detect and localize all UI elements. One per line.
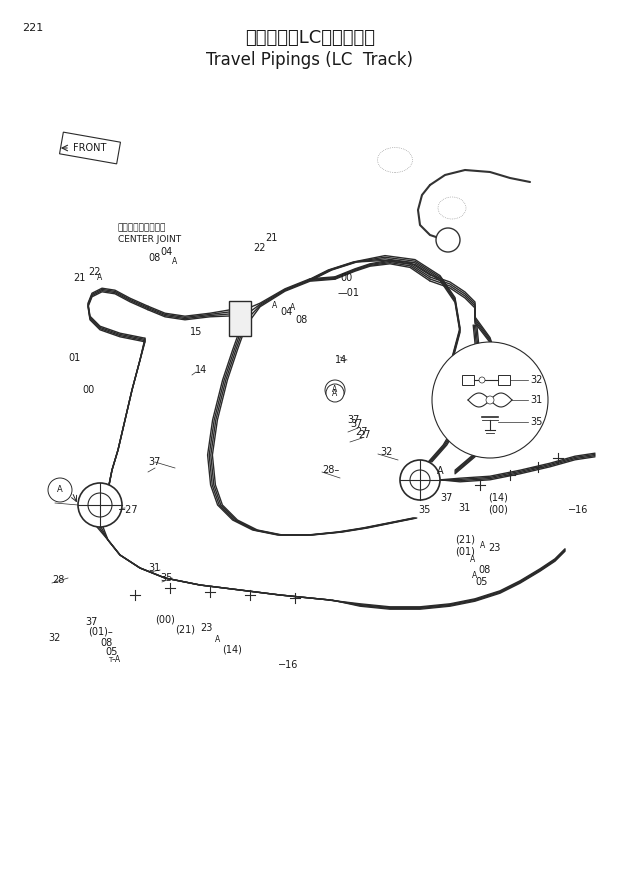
Text: 28: 28 (52, 575, 64, 585)
Text: 22: 22 (253, 243, 265, 253)
Text: Travel Pipings (LC  Track): Travel Pipings (LC Track) (206, 51, 414, 69)
Text: 37: 37 (347, 415, 360, 425)
Text: 23: 23 (200, 623, 213, 633)
Text: –A: –A (112, 656, 121, 664)
Text: 32: 32 (380, 447, 392, 457)
Text: A: A (215, 636, 220, 644)
Circle shape (325, 380, 345, 400)
Text: 21: 21 (265, 233, 277, 243)
Text: 37: 37 (85, 617, 97, 627)
Text: A: A (480, 540, 485, 549)
Text: 21: 21 (73, 273, 86, 283)
Circle shape (326, 384, 344, 402)
Text: 08: 08 (295, 315, 308, 325)
Text: A: A (437, 466, 444, 476)
Text: 08: 08 (478, 565, 490, 575)
Text: 08: 08 (148, 253, 160, 263)
Text: A: A (472, 570, 477, 580)
Text: 37: 37 (350, 419, 362, 429)
Text: 00: 00 (82, 385, 94, 395)
Text: A: A (290, 304, 295, 313)
Text: (14): (14) (488, 493, 508, 503)
Text: センタージョイント: センタージョイント (118, 223, 166, 232)
Text: 37: 37 (148, 457, 161, 467)
Text: A: A (272, 300, 277, 310)
Text: (00): (00) (488, 505, 508, 515)
Text: (01)–: (01)– (88, 627, 113, 637)
Text: FRONT: FRONT (73, 143, 107, 153)
Circle shape (410, 470, 430, 490)
Text: 27: 27 (355, 427, 368, 437)
Text: (21): (21) (175, 625, 195, 635)
Text: 31: 31 (530, 395, 542, 405)
Text: 23: 23 (488, 543, 500, 553)
Text: −27: −27 (118, 505, 139, 515)
Text: 05: 05 (105, 647, 117, 657)
Circle shape (48, 478, 72, 502)
Text: 35: 35 (160, 573, 172, 583)
Text: CENTER JOINT: CENTER JOINT (118, 236, 181, 244)
Text: 05: 05 (475, 577, 487, 587)
Text: −16: −16 (568, 505, 588, 515)
Text: 27: 27 (358, 430, 371, 440)
Text: A: A (97, 273, 102, 283)
Circle shape (88, 493, 112, 517)
Bar (498, 375, 510, 385)
Text: 04: 04 (280, 307, 292, 317)
Text: 221: 221 (22, 23, 43, 33)
Text: 15: 15 (190, 327, 202, 337)
Text: 14: 14 (335, 355, 347, 365)
Bar (462, 375, 474, 385)
Text: 走行配管（LCトラック）: 走行配管（LCトラック） (245, 29, 375, 47)
Text: (00): (00) (155, 615, 175, 625)
Text: 32: 32 (48, 633, 60, 643)
Circle shape (479, 377, 485, 383)
Text: −16: −16 (278, 660, 298, 670)
Text: 35: 35 (530, 417, 542, 427)
FancyBboxPatch shape (60, 132, 120, 164)
Text: (01): (01) (455, 547, 475, 557)
Circle shape (78, 483, 122, 527)
Text: T: T (108, 657, 112, 663)
Text: A: A (470, 555, 476, 565)
Text: 08: 08 (100, 638, 112, 648)
Text: 01: 01 (68, 353, 80, 363)
Circle shape (432, 342, 548, 458)
Text: 31: 31 (148, 563, 160, 573)
Bar (229, 300, 251, 335)
Text: 32: 32 (530, 375, 542, 385)
Text: 00: 00 (340, 273, 352, 283)
Circle shape (486, 396, 494, 404)
Text: —01: —01 (338, 288, 360, 298)
Circle shape (436, 228, 460, 252)
Text: 35: 35 (418, 505, 430, 515)
Circle shape (400, 460, 440, 500)
Text: 04: 04 (160, 247, 172, 257)
Text: A: A (172, 258, 177, 266)
Text: A: A (57, 485, 63, 494)
Text: (14): (14) (222, 645, 242, 655)
Text: 22: 22 (88, 267, 100, 277)
Text: A: A (332, 386, 338, 395)
Text: 28–: 28– (322, 465, 339, 475)
Text: (21): (21) (455, 535, 475, 545)
Text: A: A (332, 388, 338, 397)
Text: 14: 14 (195, 365, 207, 375)
Text: 31: 31 (458, 503, 470, 513)
Text: 37: 37 (440, 493, 453, 503)
